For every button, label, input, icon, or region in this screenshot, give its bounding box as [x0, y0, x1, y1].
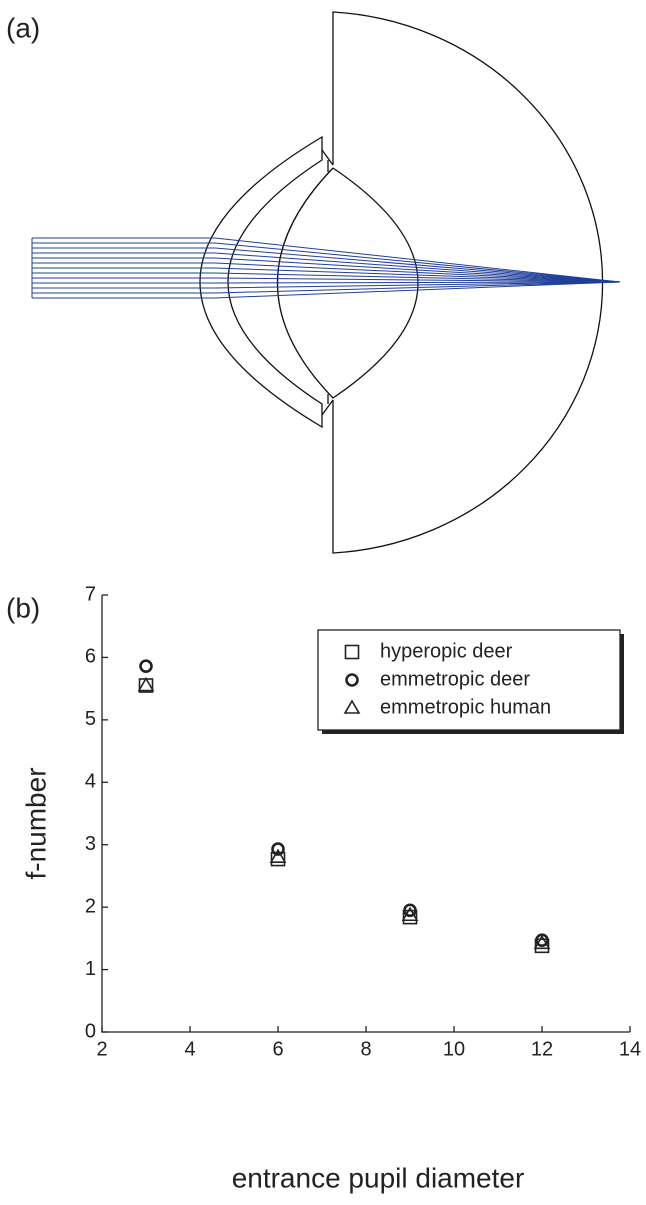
- ray: [32, 237, 621, 283]
- rays: [31, 237, 621, 299]
- x-tick-label: 8: [360, 1038, 371, 1060]
- ray: [32, 247, 621, 283]
- y-tick-label: 5: [85, 708, 96, 730]
- triangle-marker: [137, 676, 155, 692]
- triangle-marker: [343, 699, 361, 714]
- x-tick-label: 14: [619, 1038, 641, 1060]
- x-axis-label: entrance pupil diameter: [232, 1162, 525, 1193]
- x-tick-label: 6: [272, 1038, 283, 1060]
- x-tick-label: 12: [531, 1038, 553, 1060]
- ray: [32, 262, 621, 283]
- square-marker: [270, 851, 286, 867]
- triangle-marker: [533, 934, 551, 950]
- y-tick-label: 6: [85, 646, 96, 668]
- x-tick-label: 10: [443, 1038, 465, 1060]
- lens: [276, 167, 419, 399]
- ray: [32, 281, 621, 294]
- triangle-marker: [401, 906, 419, 922]
- iris: [321, 149, 334, 416]
- circle-marker: [535, 933, 549, 948]
- cornea: [199, 135, 323, 429]
- ray: [32, 242, 621, 283]
- eye-diagram: [31, 11, 621, 554]
- x-tick-label: 2: [96, 1038, 107, 1060]
- ray: [32, 257, 621, 283]
- legend-label: hyperopic deer: [380, 640, 513, 662]
- circle-marker: [345, 673, 359, 687]
- y-tick-label: 7: [85, 583, 96, 605]
- panel-label: (b): [6, 592, 40, 623]
- square-marker: [402, 909, 418, 925]
- square-marker: [534, 938, 550, 954]
- ray: [32, 281, 621, 289]
- ray: [32, 277, 621, 283]
- legend: [317, 629, 621, 731]
- ray: [32, 272, 621, 283]
- y-axis-label: f-number: [20, 767, 51, 879]
- legend-label: emmetropic deer: [380, 668, 530, 690]
- ray: [32, 281, 621, 284]
- ray: [32, 281, 621, 299]
- triangle-marker: [269, 848, 287, 863]
- y-tick-label: 4: [85, 771, 96, 793]
- y-tick-label: 3: [85, 833, 96, 855]
- circle-marker: [271, 842, 285, 856]
- x-tick-label: 4: [184, 1038, 195, 1060]
- circle-marker: [403, 903, 417, 918]
- legend-label: emmetropic human: [380, 696, 551, 718]
- square-marker: [344, 644, 360, 660]
- circle-marker: [139, 659, 153, 673]
- ray: [32, 252, 621, 283]
- y-tick-label: 0: [85, 1020, 96, 1042]
- ray: [32, 267, 621, 283]
- y-tick-label: 1: [85, 958, 96, 980]
- panel-label: (a): [6, 12, 40, 43]
- y-tick-label: 2: [85, 895, 96, 917]
